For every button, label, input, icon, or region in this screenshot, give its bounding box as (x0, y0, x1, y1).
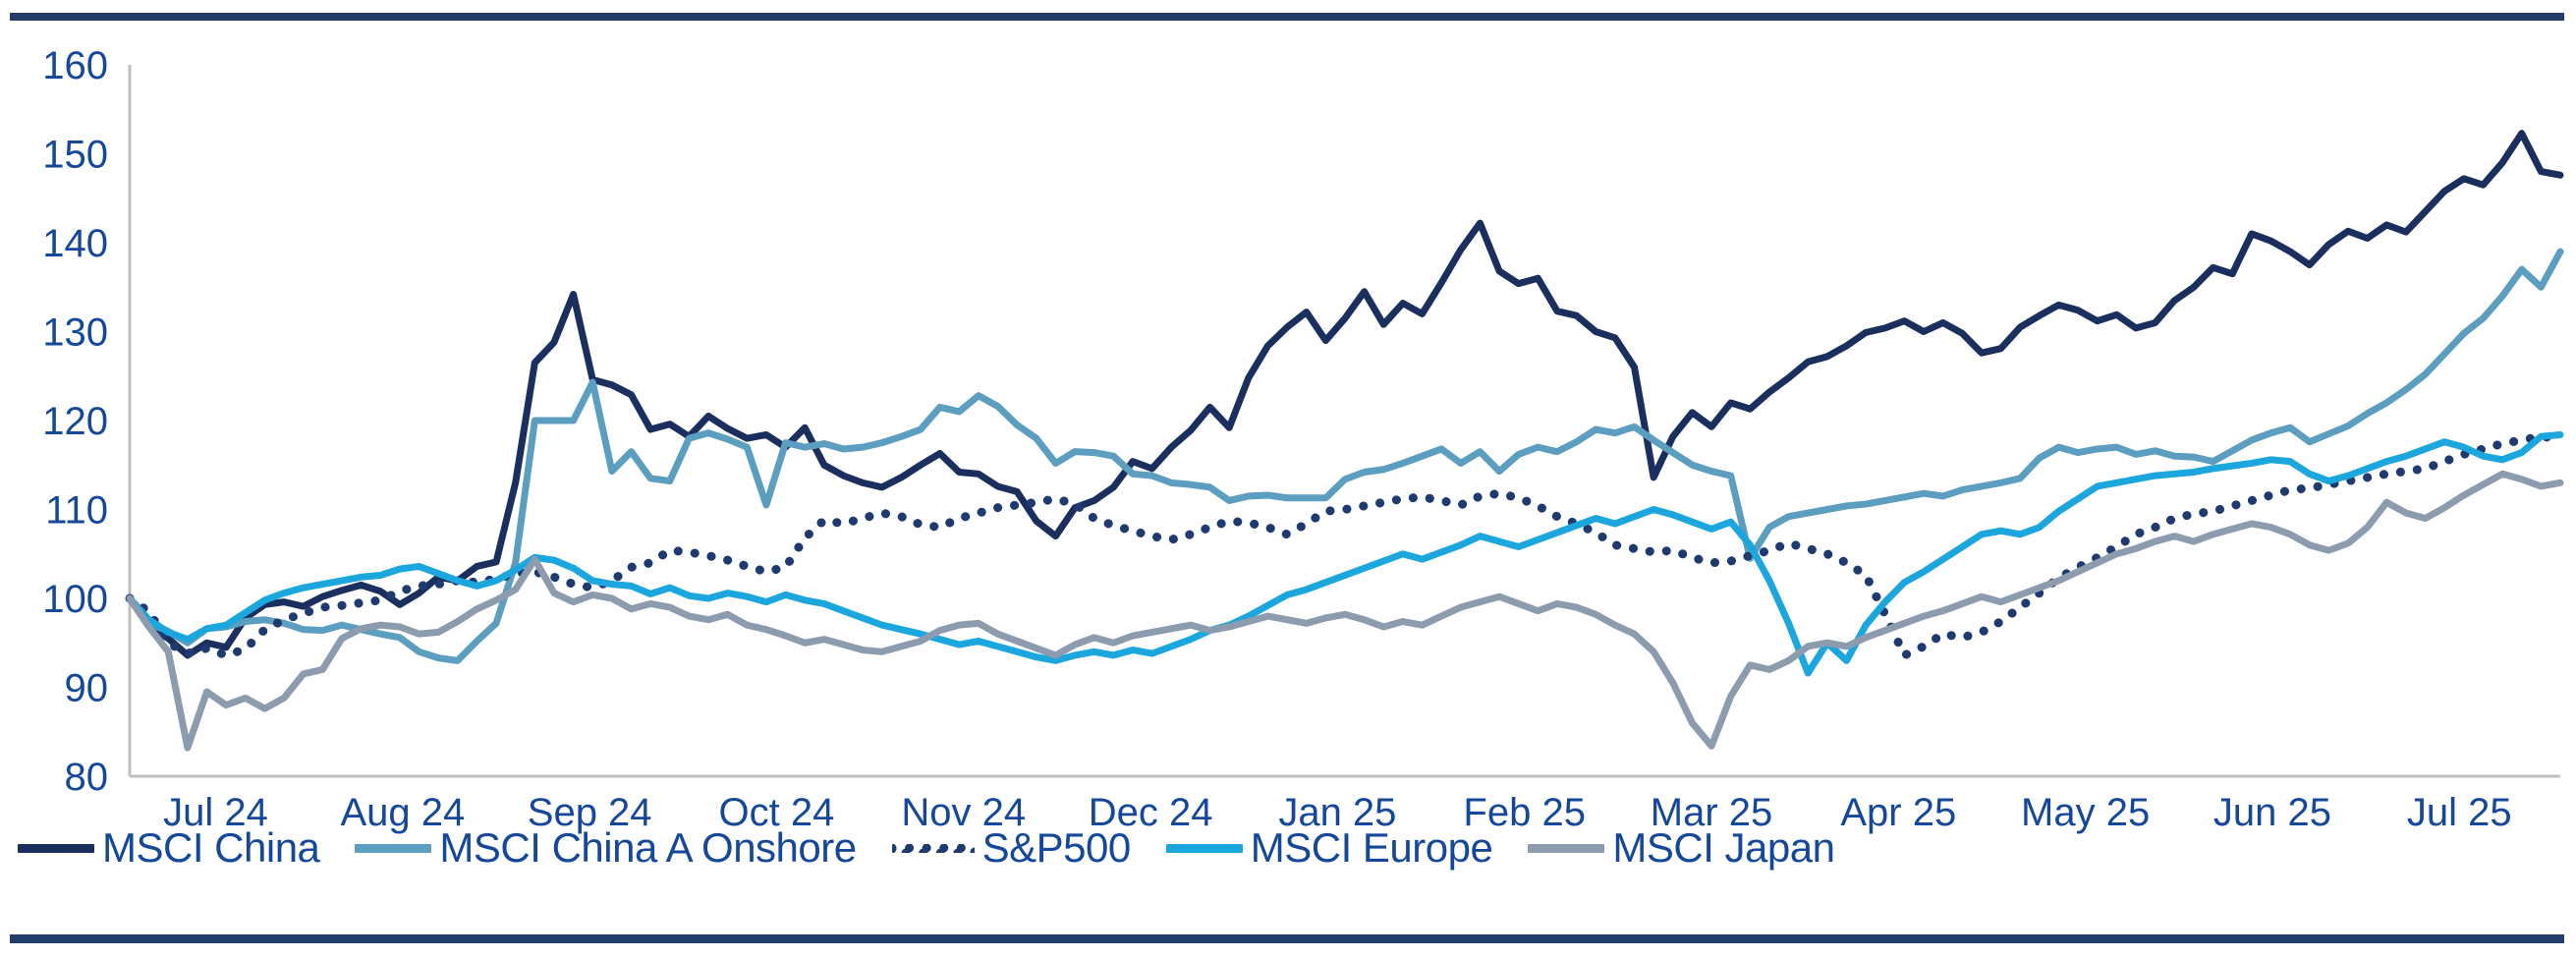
legend-item-label: S&P500 (981, 824, 1132, 871)
axis-layer (128, 65, 2560, 778)
legend-swatch-icon (355, 843, 432, 853)
x-tick-label: Apr 25 (1840, 791, 1956, 834)
bottom-divider-rule (10, 934, 2564, 943)
series-line-s-p500 (125, 431, 2565, 660)
y-tick-label: 160 (42, 44, 108, 87)
top-divider-rule (10, 13, 2564, 21)
legend-item-msci-china-a-onshore[interactable]: MSCI China A Onshore (355, 824, 857, 871)
x-tick-label: Nov 24 (901, 791, 1026, 834)
x-tick-label: May 25 (2021, 791, 2150, 834)
y-tick-label: 150 (42, 134, 108, 177)
y-tick-label: 90 (65, 667, 109, 710)
x-tick-label: Jun 25 (2213, 791, 2331, 834)
legend-swatch-icon (18, 843, 94, 853)
legend-item-label: MSCI China (102, 824, 320, 871)
series-line-msci-china-a-onshore (126, 248, 2564, 664)
legend-item-s-p500[interactable]: S&P500 (891, 824, 1132, 871)
y-tick-label: 80 (65, 756, 109, 799)
series-line-msci-europe (126, 430, 2564, 677)
x-tick-label: Mar 25 (1651, 791, 1773, 834)
legend-item-label: MSCI Europe (1250, 824, 1493, 871)
y-tick-label: 110 (45, 489, 108, 533)
chart-legend: MSCI China MSCI China A Onshore S&P500 MSCI… (18, 827, 1870, 869)
x-tick-label: Dec 24 (1089, 791, 1213, 834)
x-tick-label: Aug 24 (340, 791, 465, 834)
legend-item-label: MSCI China A Onshore (439, 824, 857, 871)
y-tick-label: 140 (42, 222, 108, 265)
y-tick-label: 120 (42, 400, 108, 443)
x-tick-label: Jul 24 (163, 791, 268, 834)
y-tick-label: 100 (42, 578, 108, 621)
legend-item-msci-japan[interactable]: MSCI Japan (1528, 824, 1835, 871)
series-line-msci-japan (126, 470, 2564, 752)
series-line-msci-china (126, 130, 2564, 659)
x-tick-label: Oct 24 (719, 791, 835, 834)
x-tick-label: Jul 25 (2407, 791, 2512, 834)
y-tick-label: 130 (42, 311, 108, 355)
legend-swatch-icon (1528, 843, 1605, 853)
x-axis-tick-labels: Jul 24 Aug 24 Sep 24 Oct 24 Nov 24 Dec 24 Jan … (163, 791, 2511, 834)
x-tick-label: Feb 25 (1463, 791, 1586, 834)
legend-item-msci-europe[interactable]: MSCI Europe (1165, 824, 1493, 871)
x-tick-label: Jan 25 (1278, 791, 1396, 834)
y-axis-tick-labels: 160 150 140 130 120 110 100 90 80 (42, 44, 108, 799)
legend-swatch-icon (1165, 843, 1243, 853)
legend-item-msci-china[interactable]: MSCI China (18, 824, 320, 871)
legend-swatch-icon (891, 843, 975, 853)
legend-item-label: MSCI Japan (1612, 824, 1835, 871)
series-layer (125, 130, 2565, 752)
x-tick-label: Sep 24 (528, 791, 652, 834)
